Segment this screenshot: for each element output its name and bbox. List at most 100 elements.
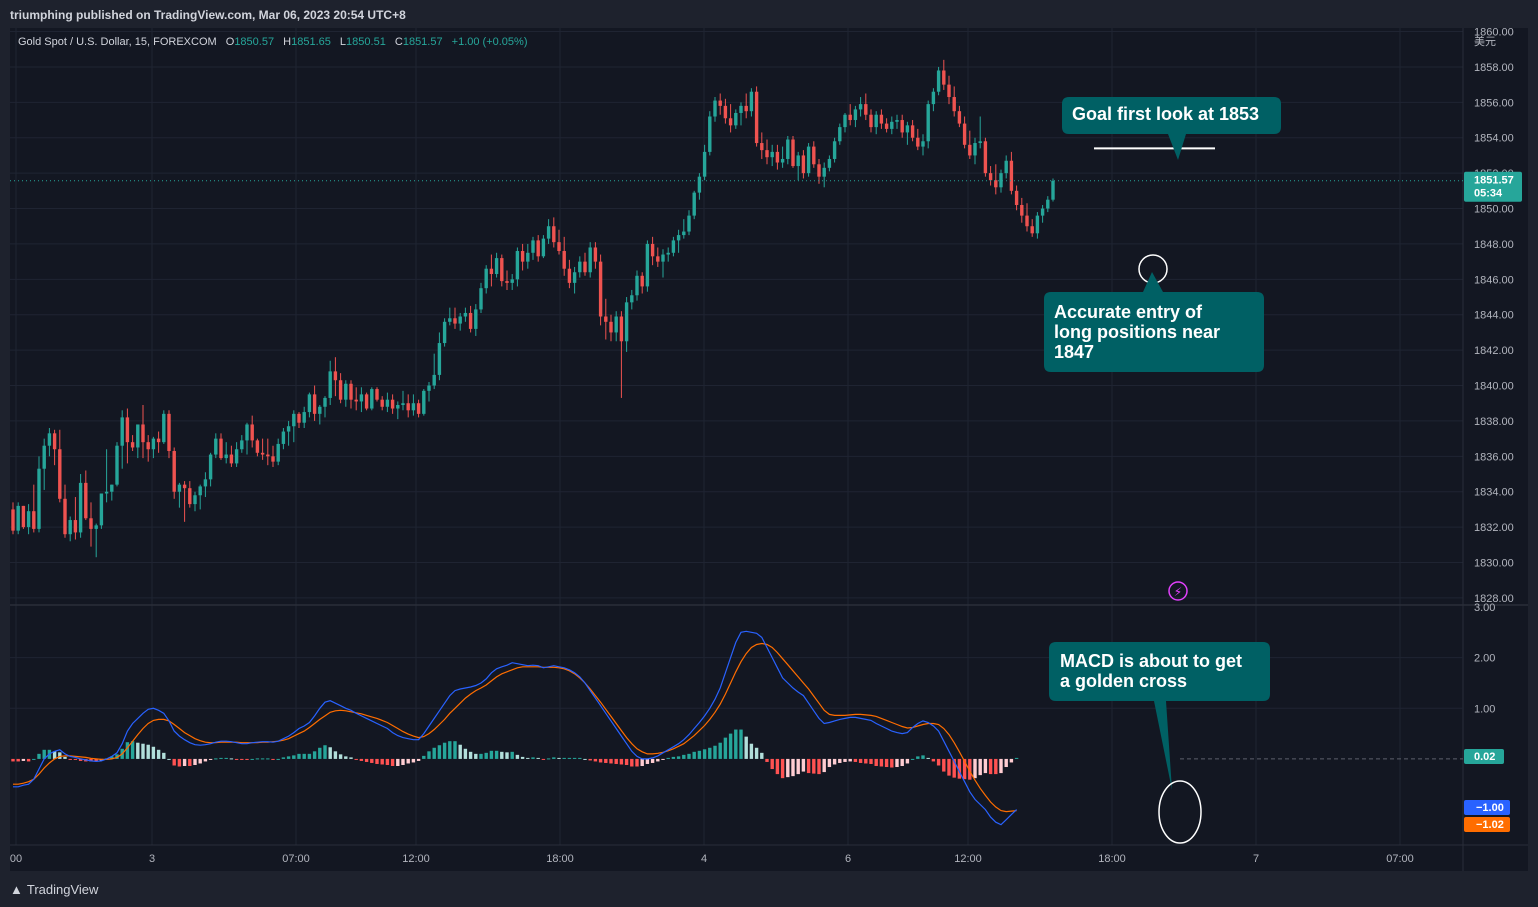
macd-histogram-bar <box>276 758 280 760</box>
candle-body <box>926 104 930 142</box>
candle-body <box>682 231 686 236</box>
candle-body <box>796 155 800 167</box>
candle-body <box>957 111 962 124</box>
candle-body <box>489 268 494 275</box>
macd-histogram-bar <box>562 757 566 759</box>
lightning-icon: ⚡ <box>1174 585 1182 599</box>
candle-body <box>832 141 837 159</box>
candle-body <box>110 484 114 492</box>
candle-body <box>214 438 218 455</box>
price-tick-label: 1840.00 <box>1474 381 1514 393</box>
price-tick-label: 1858.00 <box>1474 62 1514 74</box>
candle-body <box>598 261 603 317</box>
candle-body <box>422 390 426 414</box>
macd-histogram-bar <box>312 751 317 759</box>
low-value: 1850.51 <box>346 36 386 48</box>
macd-histogram-bar <box>510 751 514 759</box>
candle-body <box>968 144 972 156</box>
candle-body <box>650 243 655 257</box>
candle-body <box>505 281 509 283</box>
macd-histogram-bar <box>869 758 873 764</box>
macd-histogram-bar <box>635 758 639 767</box>
macd-histogram-bar <box>489 750 494 759</box>
candle-body <box>515 251 520 280</box>
candle-body <box>526 252 530 262</box>
candle-body <box>864 104 868 115</box>
entry-callout-text: long positions near <box>1054 322 1220 342</box>
macd-histogram-bar <box>890 758 894 768</box>
macd-histogram-bar <box>760 752 764 759</box>
candle-body <box>333 371 338 381</box>
tradingview-brand[interactable]: ▲ TradingView <box>10 882 98 897</box>
candle-body <box>130 442 135 448</box>
macd-histogram-bar <box>879 758 884 767</box>
macd-histogram-bar <box>708 747 712 759</box>
macd-histogram-bar <box>806 758 811 774</box>
candle-body <box>396 404 400 409</box>
macd-histogram-bar <box>874 758 878 767</box>
macd-histogram-bar <box>375 758 379 764</box>
candle-body <box>286 426 291 432</box>
macd-histogram-bar <box>245 758 249 760</box>
candle-body <box>468 312 473 329</box>
macd-histogram-bar <box>858 758 863 763</box>
candle-body <box>1051 180 1055 200</box>
macd-histogram-bar <box>583 758 587 760</box>
candle-body <box>671 240 676 253</box>
macd-histogram-bar <box>531 757 535 759</box>
brand-label: TradingView <box>26 882 99 897</box>
macd-histogram-bar <box>588 758 592 761</box>
candle-body <box>775 151 780 163</box>
candle-body <box>84 482 88 519</box>
candle-body <box>817 164 821 177</box>
macd-histogram-bar <box>63 756 67 759</box>
macd-callout-text: a golden cross <box>1060 671 1187 691</box>
candle-body <box>1025 215 1029 227</box>
candle-body <box>1030 226 1034 234</box>
macd-histogram-bar <box>432 747 436 759</box>
candle-body <box>323 397 327 407</box>
macd-histogram-bar <box>749 743 754 759</box>
macd-histogram-bar <box>162 752 166 759</box>
goal-callout <box>1062 97 1281 160</box>
candle-body <box>838 127 842 142</box>
candle-body <box>104 491 109 494</box>
candle-body <box>1020 204 1024 216</box>
candle-body <box>250 424 254 441</box>
macd-cross-circle <box>1158 780 1202 844</box>
macd-histogram-bar <box>796 758 800 775</box>
macd-histogram-bar <box>983 758 988 774</box>
macd-histogram-bar <box>968 758 972 780</box>
candle-body <box>364 394 369 409</box>
candle-body <box>328 371 332 398</box>
candle-body <box>401 403 405 405</box>
candle-body <box>437 343 442 375</box>
price-tick-label: 1838.00 <box>1474 416 1514 428</box>
macd-histogram-bar <box>536 757 540 759</box>
macd-histogram-bar <box>349 757 353 759</box>
candle-body <box>224 454 228 459</box>
macd-histogram-bar <box>318 747 322 759</box>
macd-histogram-bar <box>952 758 956 778</box>
candle-body <box>271 456 275 462</box>
candle-body <box>203 479 208 487</box>
candle-body <box>578 261 582 273</box>
candle-body <box>193 495 197 505</box>
candle-body <box>297 413 301 423</box>
macd-histogram-bar <box>224 757 228 759</box>
candle-body <box>786 139 790 159</box>
macd-histogram-bar <box>546 758 551 760</box>
candle-body <box>240 440 244 450</box>
candle-body <box>266 454 270 457</box>
goal-callout-text: Goal first look at 1853 <box>1072 104 1259 124</box>
macd-histogram-bar <box>598 758 603 763</box>
footer-bar: ▲ TradingView <box>0 871 1538 907</box>
candle-body <box>167 413 171 452</box>
macd-histogram-bar <box>193 758 197 765</box>
candle-body <box>900 120 904 133</box>
macd-histogram-bar <box>338 754 343 759</box>
time-tick-label: 00 <box>10 853 22 865</box>
candle-body <box>21 505 26 528</box>
candle-body <box>552 226 556 243</box>
